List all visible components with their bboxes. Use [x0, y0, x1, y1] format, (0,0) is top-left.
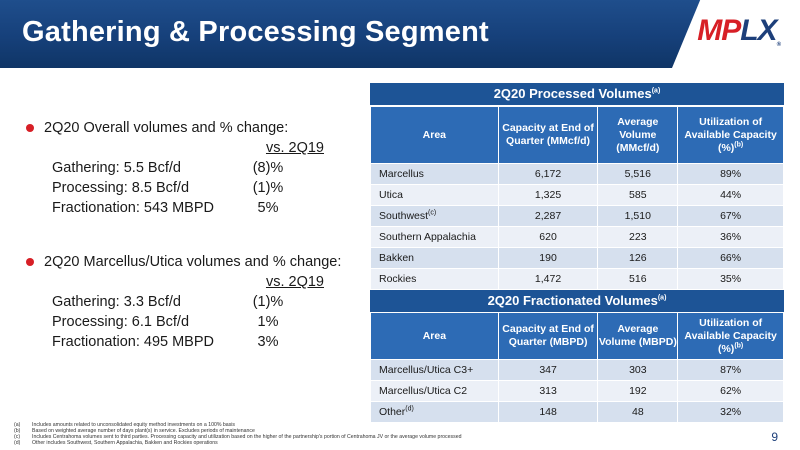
summary-row: Gathering: 3.3 Bcf/d (1)%	[52, 294, 284, 310]
slide-header: Gathering & Processing Segment MPLX®	[0, 0, 800, 68]
bullet-dot-icon	[26, 258, 34, 266]
capacity-cell: 190	[497, 247, 599, 269]
utilization-cell: 66%	[677, 247, 784, 269]
volume-cell: 5,516	[597, 163, 679, 185]
table-row: Bakken 190 126 66%	[370, 247, 784, 269]
utilization-cell: 36%	[677, 226, 784, 248]
volume-cell: 223	[597, 226, 679, 248]
utilization-cell: 35%	[677, 268, 784, 290]
table-row: Marcellus/Utica C2 313 192 62%	[370, 380, 784, 402]
comparison-label: vs. 2Q19	[265, 274, 324, 290]
column-header: Utilization of Available Capacity (%)(b)	[677, 312, 784, 360]
area-cell: Marcellus	[370, 163, 499, 185]
slide-title: Gathering & Processing Segment	[22, 16, 489, 48]
volume-cell: 516	[597, 268, 679, 290]
column-header: Capacity at End of Quarter (MBPD)	[497, 312, 599, 360]
volume-cell: 1,510	[597, 205, 679, 227]
footnote: (a) Includes amounts related to unconsoli…	[14, 422, 236, 428]
area-cell: Marcellus/Utica C3+	[370, 359, 499, 381]
summary-row: Fractionation: 543 MBPD 5%	[52, 200, 279, 216]
utilization-cell: 62%	[677, 380, 784, 402]
area-cell: Utica	[370, 184, 499, 206]
volume-cell: 126	[597, 247, 679, 269]
table-row: Rockies 1,472 516 35%	[370, 268, 784, 290]
utilization-cell: 44%	[677, 184, 784, 206]
capacity-cell: 313	[497, 380, 599, 402]
capacity-cell: 1,325	[497, 184, 599, 206]
area-cell: Rockies	[370, 268, 499, 290]
page-number: 9	[771, 430, 778, 444]
volume-cell: 192	[597, 380, 679, 402]
footnote: (d) Other includes Southwest, Southern Ap…	[14, 440, 218, 446]
mplx-logo: MPLX®	[697, 14, 781, 48]
column-header: Area	[370, 312, 499, 360]
table-row: Marcellus/Utica C3+ 347 303 87%	[370, 359, 784, 381]
capacity-cell: 347	[497, 359, 599, 381]
processed-table-title: 2Q20 Processed Volumes(a)	[370, 83, 784, 105]
processed-volumes-table: Area Capacity at End of Quarter (MMcf/d)…	[370, 106, 784, 290]
utilization-cell: 89%	[677, 163, 784, 185]
volume-cell: 303	[597, 359, 679, 381]
summary-row: Processing: 6.1 Bcf/d 1%	[52, 314, 279, 330]
footnote: (b) Based on weighted average number of d…	[14, 428, 255, 434]
footnote: (c) Includes Centrahoma volumes sent to t…	[14, 434, 462, 440]
table-row: Marcellus 6,172 5,516 89%	[370, 163, 784, 185]
area-cell: Marcellus/Utica C2	[370, 380, 499, 402]
utilization-cell: 32%	[677, 401, 784, 423]
capacity-cell: 148	[497, 401, 599, 423]
fractionated-volumes-table: Area Capacity at End of Quarter (MBPD) A…	[370, 312, 784, 423]
capacity-cell: 6,172	[497, 163, 599, 185]
bullet-heading: 2Q20 Overall volumes and % change:	[44, 120, 289, 136]
area-cell: Southwest(c)	[370, 205, 499, 227]
utilization-cell: 87%	[677, 359, 784, 381]
table-row: Other(d) 148 48 32%	[370, 401, 784, 423]
column-header: Capacity at End of Quarter (MMcf/d)	[497, 106, 599, 164]
table-row: Utica 1,325 585 44%	[370, 184, 784, 206]
table-row: Southern Appalachia 620 223 36%	[370, 226, 784, 248]
fractionated-table-title: 2Q20 Fractionated Volumes(a)	[370, 290, 784, 312]
summary-row: Fractionation: 495 MBPD 3%	[52, 334, 279, 350]
volume-summary: 2Q20 Overall volumes and % change: vs. 2…	[26, 118, 356, 352]
area-cell: Bakken	[370, 247, 499, 269]
column-header: Average Volume (MMcf/d)	[597, 106, 679, 164]
capacity-cell: 2,287	[497, 205, 599, 227]
bullet-dot-icon	[26, 124, 34, 132]
area-cell: Southern Appalachia	[370, 226, 499, 248]
capacity-cell: 1,472	[497, 268, 599, 290]
bullet-overall: 2Q20 Overall volumes and % change:	[26, 118, 356, 138]
volume-cell: 585	[597, 184, 679, 206]
column-header: Average Volume (MBPD)	[597, 312, 679, 360]
bullet-marcellus-utica: 2Q20 Marcellus/Utica volumes and % chang…	[26, 252, 356, 272]
footnotes: (a) Includes amounts related to unconsoli…	[14, 422, 462, 446]
volume-cell: 48	[597, 401, 679, 423]
summary-row: Processing: 8.5 Bcf/d (1)%	[52, 180, 284, 196]
column-header: Area	[370, 106, 499, 164]
area-cell: Other(d)	[370, 401, 499, 423]
bullet-heading: 2Q20 Marcellus/Utica volumes and % chang…	[44, 254, 342, 270]
utilization-cell: 67%	[677, 205, 784, 227]
comparison-label: vs. 2Q19	[265, 140, 324, 156]
summary-row: Gathering: 5.5 Bcf/d (8)%	[52, 160, 284, 176]
column-header: Utilization of Available Capacity (%)(b)	[677, 106, 784, 164]
capacity-cell: 620	[497, 226, 599, 248]
table-row: Southwest(c) 2,287 1,510 67%	[370, 205, 784, 227]
